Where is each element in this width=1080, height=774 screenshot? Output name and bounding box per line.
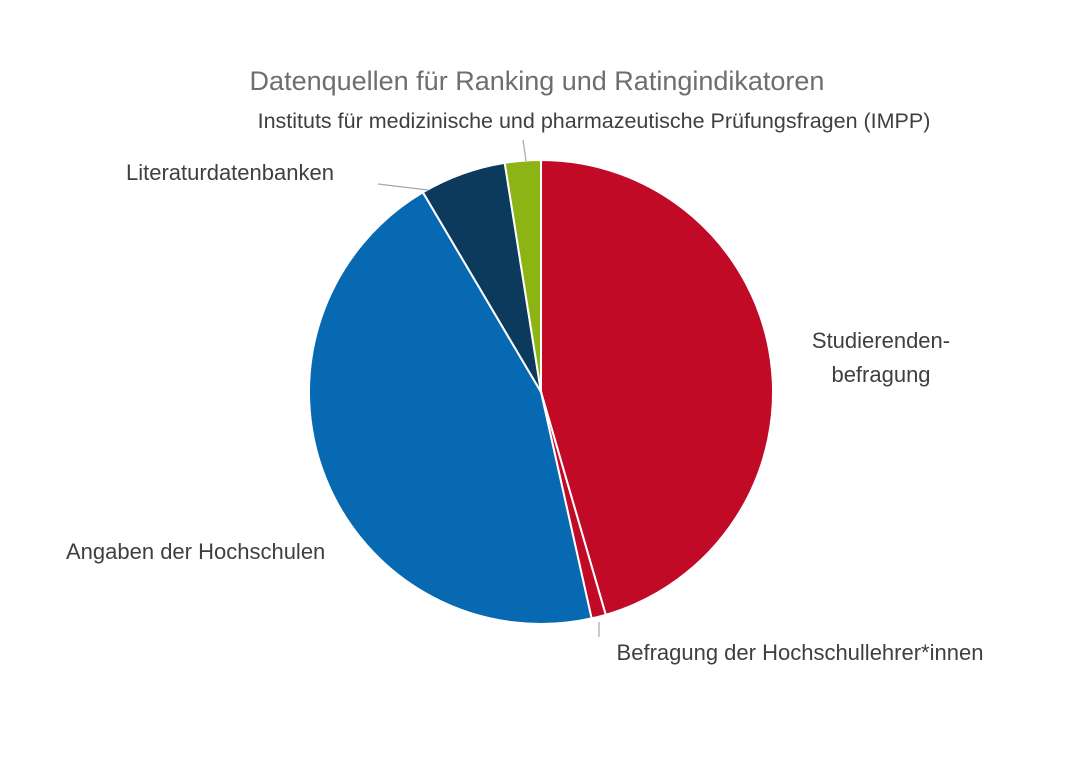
slice-label-befragung-hochschullehrer: Befragung der Hochschullehrer*innen <box>616 640 984 665</box>
slice-label-studierendenbefragung: Studierenden- befragung <box>812 324 950 392</box>
slice-label-angaben-hochschulen: Angaben der Hochschulen <box>66 539 326 564</box>
slice-label-studierendenbefragung-line1: Studierenden- <box>811 328 951 353</box>
chart-title: Datenquellen für Ranking und Ratingindik… <box>249 66 825 96</box>
leader-line-impp <box>522 139 527 162</box>
slice-label-literaturdatenbanken: Literaturdatenbanken <box>126 160 334 185</box>
pie-slice-angaben-hochschulen[interactable] <box>308 191 593 625</box>
slice-label-impp: Instituts für medizinische und pharmazeu… <box>257 109 931 133</box>
pie-slice-impp[interactable] <box>503 159 542 393</box>
slice-label-studierendenbefragung-line2: befragung <box>831 362 931 387</box>
pie-slice-studierendenbefragung[interactable] <box>540 159 775 616</box>
leader-line-literaturdatenbanken <box>377 183 429 191</box>
